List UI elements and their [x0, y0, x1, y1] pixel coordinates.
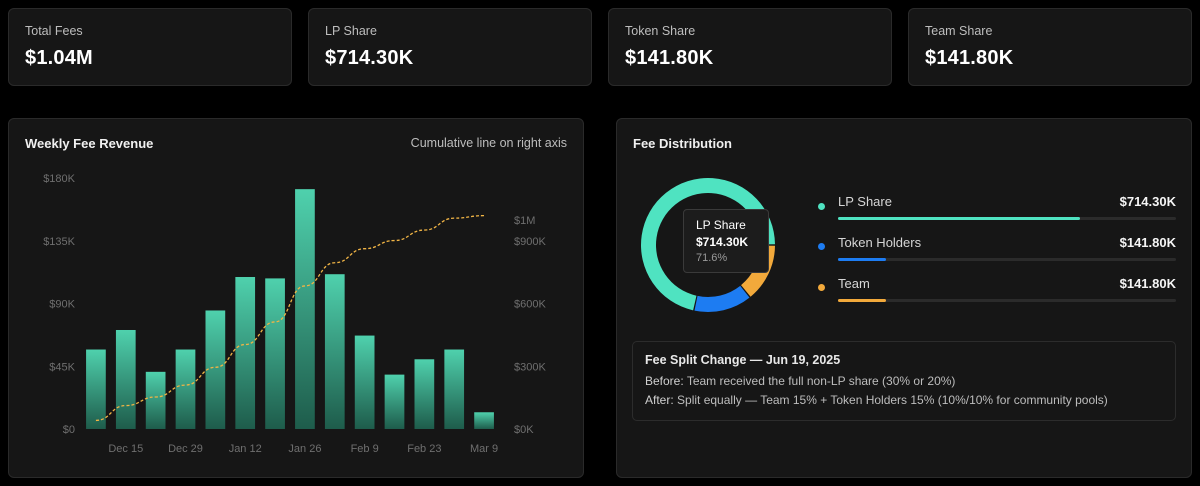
cumulative-line: [95, 215, 485, 422]
weekly-fee-bar[interactable]: [444, 349, 465, 429]
weekly-fee-bar[interactable]: [354, 335, 375, 429]
legend-dot: [818, 203, 825, 210]
legend-track: [838, 258, 1176, 261]
donut-segment-token-holders[interactable]: [694, 285, 750, 312]
note-before-label: Before:: [645, 374, 684, 388]
y-tick-right: $600K: [514, 299, 546, 311]
y-tick-left: $90K: [49, 299, 75, 311]
weekly-fee-bar[interactable]: [175, 349, 196, 429]
stat-label: Team Share: [925, 24, 993, 38]
legend-dot: [818, 243, 825, 250]
weekly-fee-bar[interactable]: [384, 374, 405, 429]
note-before: Before: Team received the full non-LP sh…: [645, 374, 1163, 388]
x-tick-label: Dec 29: [168, 443, 203, 455]
x-tick-label: Dec 15: [108, 443, 143, 455]
weekly-fee-bar[interactable]: [324, 274, 345, 429]
stat-value: $141.80K: [925, 47, 1014, 69]
x-tick-label: Jan 26: [288, 443, 321, 455]
weekly-fee-bar[interactable]: [86, 349, 106, 429]
tooltip-value: $714.30K: [696, 235, 749, 249]
weekly-fee-bar[interactable]: [474, 412, 494, 429]
note-title: Fee Split Change — Jun 19, 2025: [645, 353, 841, 367]
stat-label: LP Share: [325, 24, 377, 38]
weekly-fee-bar[interactable]: [414, 359, 435, 429]
note-after-text: Split equally — Team 15% + Token Holders…: [677, 393, 1108, 407]
legend-value: $141.80K: [1119, 235, 1176, 250]
legend-name: Team: [838, 276, 870, 291]
y-tick-left: $135K: [43, 236, 75, 248]
weekly-fee-bar[interactable]: [235, 277, 256, 429]
weekly-fee-bar[interactable]: [115, 329, 136, 429]
y-tick-right: $0K: [514, 424, 534, 436]
note-after: After: Split equally — Team 15% + Token …: [645, 393, 1163, 407]
note-before-text: Team received the full non-LP share (30%…: [686, 374, 956, 388]
y-tick-right: $300K: [514, 361, 546, 373]
y-tick-right: $900K: [514, 236, 546, 248]
stat-label: Token Share: [625, 24, 696, 38]
panel-title: Fee Distribution: [633, 136, 732, 151]
fee-split-note: Fee Split Change — Jun 19, 2025 Before: …: [632, 341, 1176, 421]
panel-subtitle: Cumulative line on right axis: [410, 136, 567, 150]
y-tick-left: $45K: [49, 361, 75, 373]
weekly-fee-revenue-panel: Weekly Fee Revenue Cumulative line on ri…: [8, 118, 584, 478]
weekly-fee-bar[interactable]: [205, 310, 226, 429]
weekly-fee-chart: $0 $45K $90K $135K $180K $0K $300K $600K $900K $…: [43, 173, 546, 455]
y-tick-left: $0: [63, 424, 75, 436]
x-tick-label: Feb 23: [407, 443, 441, 455]
donut-tooltip: LP Share $714.30K 71.6%: [683, 209, 769, 273]
legend-fill: [838, 299, 886, 302]
x-tick-label: Jan 12: [229, 443, 262, 455]
x-tick-label: Feb 9: [351, 443, 379, 455]
y-tick-left: $180K: [43, 173, 75, 185]
stat-label: Total Fees: [25, 24, 83, 38]
legend-track: [838, 217, 1176, 220]
stat-value: $141.80K: [625, 47, 714, 69]
tooltip-percent: 71.6%: [696, 252, 728, 264]
weekly-fee-bar[interactable]: [295, 189, 315, 429]
note-after-label: After:: [645, 393, 674, 407]
tooltip-name: LP Share: [696, 218, 746, 232]
weekly-fee-bar[interactable]: [265, 278, 285, 429]
stat-card-team-share: Team Share $141.80K: [908, 8, 1192, 86]
panel-title: Weekly Fee Revenue: [25, 136, 154, 151]
legend-fill: [838, 258, 886, 261]
legend-fill: [838, 217, 1080, 220]
weekly-fee-bar[interactable]: [145, 371, 166, 429]
stat-card-token-share: Token Share $141.80K: [608, 8, 892, 86]
stat-card-lp-share: LP Share $714.30K: [308, 8, 592, 86]
stat-value: $714.30K: [325, 47, 414, 69]
x-tick-label: Mar 9: [470, 443, 498, 455]
legend-value: $141.80K: [1119, 276, 1176, 291]
legend-value: $714.30K: [1119, 194, 1176, 209]
legend-track: [838, 299, 1176, 302]
legend-name: Token Holders: [838, 235, 922, 250]
stat-card-total-fees: Total Fees $1.04M: [8, 8, 292, 86]
legend-dot: [818, 284, 825, 291]
stat-value: $1.04M: [25, 47, 93, 69]
y-tick-right: $1M: [514, 215, 535, 227]
legend-name: LP Share: [838, 194, 892, 209]
